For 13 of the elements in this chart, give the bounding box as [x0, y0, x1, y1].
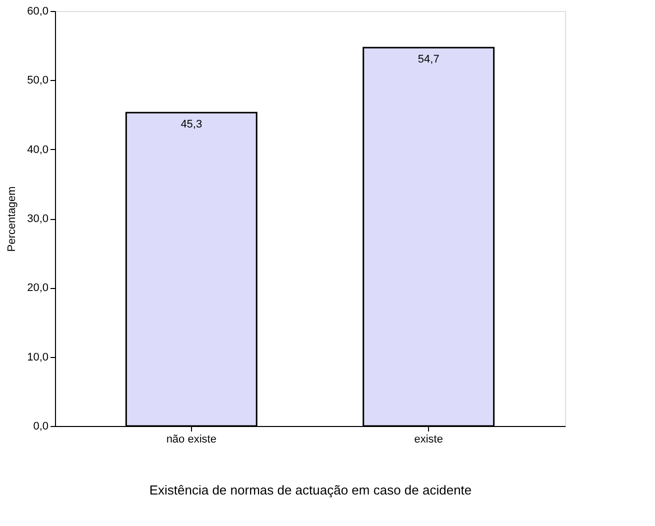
x-tick-label: existe [414, 434, 443, 446]
y-tick-label: 60,0 [27, 6, 48, 18]
y-tick-label: 50,0 [27, 74, 48, 87]
y-axis-title: Percentagem [6, 186, 18, 252]
data-label: 54,7 [418, 54, 440, 66]
x-tick-label: não existe [166, 434, 216, 446]
y-tick-label: 40,0 [27, 144, 48, 156]
y-tick-label: 0,0 [33, 420, 48, 432]
y-tick-label: 20,0 [27, 282, 48, 294]
y-tick-label: 30,0 [27, 213, 48, 225]
data-label: 45,3 [180, 118, 202, 131]
x-axis-title: Existência de normas de actuação em caso de acidente [149, 482, 472, 498]
y-tick-label: 10,0 [27, 351, 48, 364]
